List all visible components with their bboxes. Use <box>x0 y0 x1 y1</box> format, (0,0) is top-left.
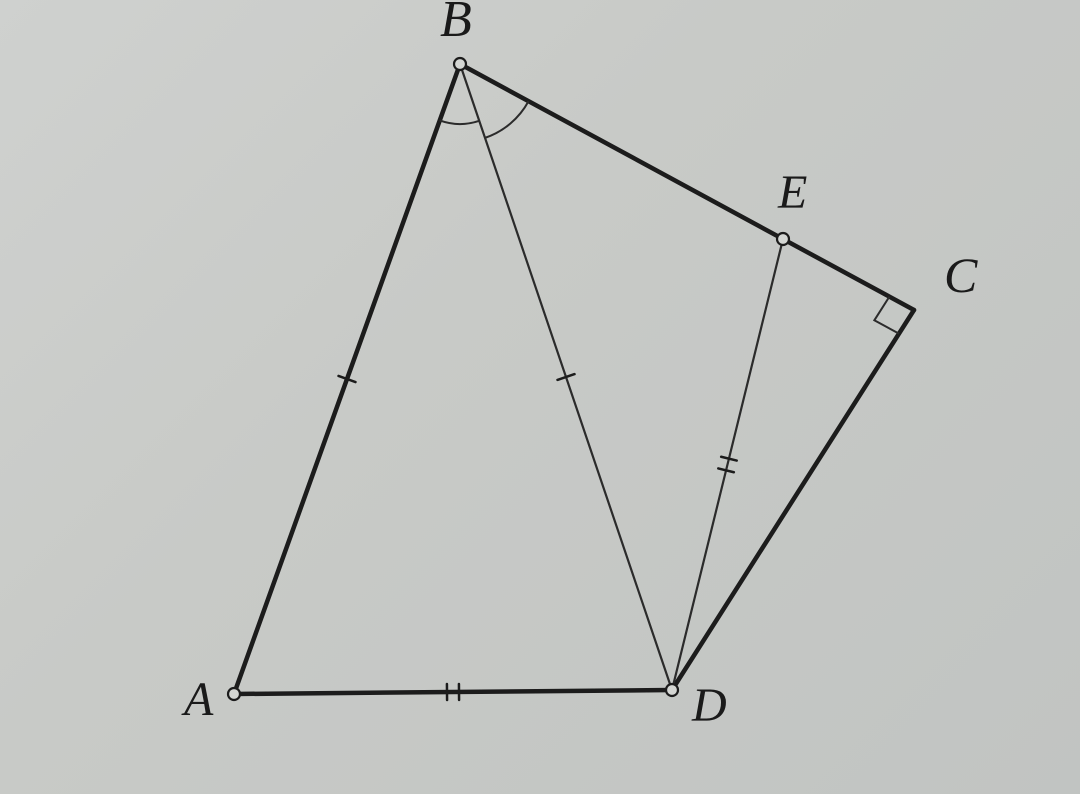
vertex-label-B: B <box>440 0 472 46</box>
vertex-label-E: E <box>778 169 807 217</box>
diagram-svg <box>0 0 1080 794</box>
vertex-label-A: A <box>184 676 213 724</box>
vertex-label-C: C <box>944 250 977 300</box>
vertex-label-D: D <box>692 682 727 730</box>
geometry-diagram: A B C D E <box>0 0 1080 794</box>
